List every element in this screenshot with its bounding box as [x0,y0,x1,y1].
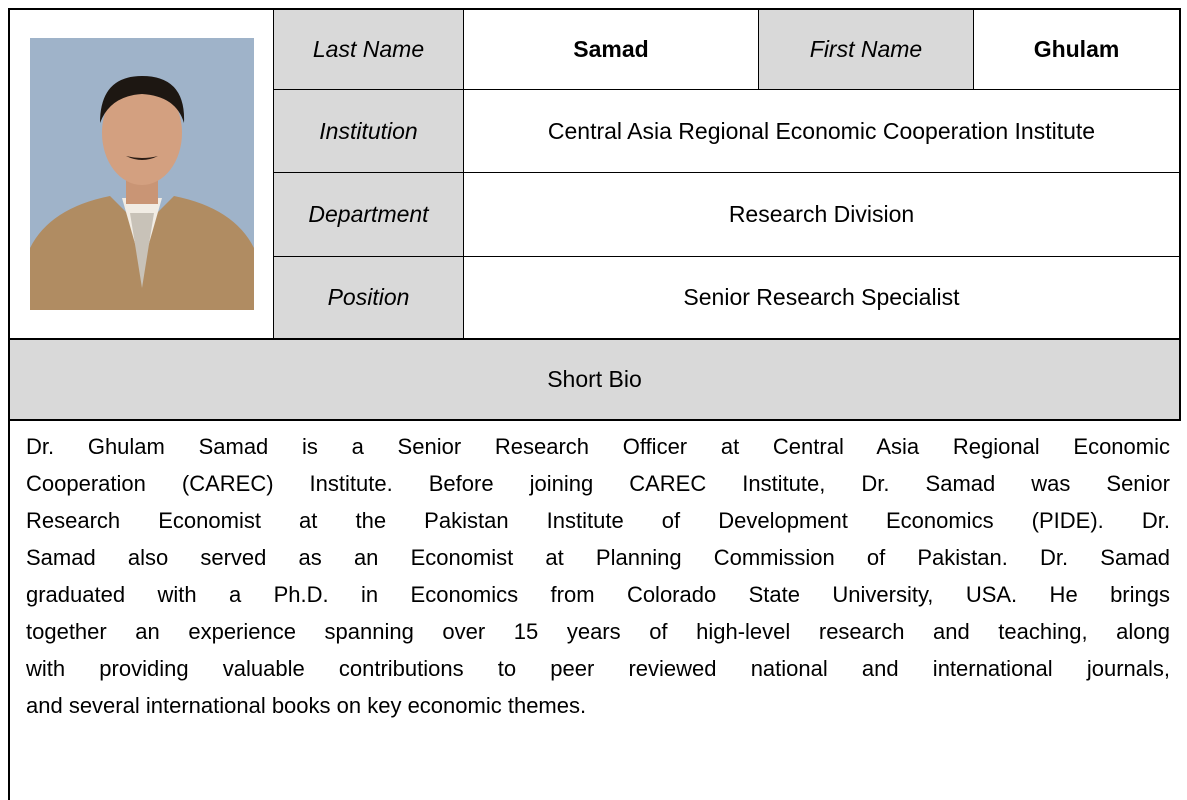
photo [29,38,254,310]
label-cell: Department [273,172,464,257]
bio-text: Dr. Ghulam Samad is a Senior Research Of… [8,420,1180,800]
photo-cell [8,8,274,339]
value-cell: Central Asia Regional Economic Cooperati… [463,89,1181,173]
bio-line: together an experience spanning over 15 … [26,619,1170,644]
label-cell: Position [273,256,464,339]
label-cell: Institution [273,89,464,173]
value-cell: Samad [463,8,759,90]
value-cell: Research Division [463,172,1181,257]
bio-line: and several international books on key e… [26,693,587,718]
bio-line: Samad also served as an Economist at Pla… [26,545,1170,570]
label-cell: First Name [758,8,974,90]
bio-heading: Short Bio [8,338,1181,421]
bio-line: Cooperation (CAREC) Institute. Before jo… [26,471,1170,496]
bio-line: Dr. Ghulam Samad is a Senior Research Of… [26,434,1170,459]
bio-line: graduated with a Ph.D. in Economics from… [26,582,1170,607]
value-cell: Senior Research Specialist [463,256,1181,339]
bio-line: with providing valuable contributions to… [26,656,1170,681]
value-cell: Ghulam [973,8,1181,90]
label-cell: Last Name [273,8,464,90]
bio-line: Research Economist at the Pakistan Insti… [26,508,1170,533]
